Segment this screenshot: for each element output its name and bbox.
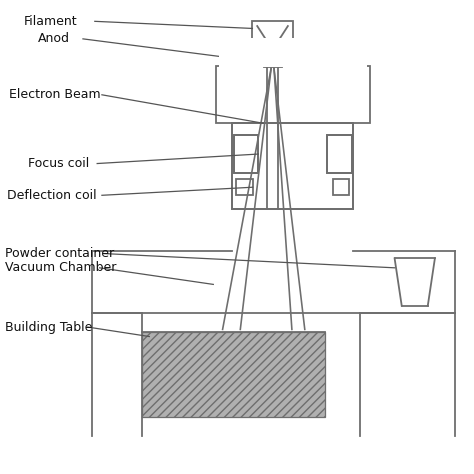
Bar xyxy=(216,66,370,123)
Bar xyxy=(236,179,253,195)
Bar xyxy=(237,128,349,204)
Text: Filament: Filament xyxy=(24,15,77,28)
Bar xyxy=(327,135,352,173)
Bar xyxy=(142,332,325,417)
Text: Electron Beam: Electron Beam xyxy=(9,88,101,101)
Bar xyxy=(264,57,282,67)
Text: Powder container: Powder container xyxy=(5,247,114,260)
Bar xyxy=(327,135,352,173)
Text: Deflection coil: Deflection coil xyxy=(7,189,97,202)
Bar xyxy=(252,21,292,57)
Bar xyxy=(232,123,353,209)
Text: Anod: Anod xyxy=(38,32,70,46)
Text: Focus coil: Focus coil xyxy=(28,157,90,170)
Bar xyxy=(234,135,258,173)
Bar xyxy=(234,135,258,173)
Bar xyxy=(219,38,367,67)
Text: Vacuum Chamber: Vacuum Chamber xyxy=(5,261,116,274)
Bar xyxy=(333,179,349,195)
Text: Building Table: Building Table xyxy=(5,320,92,334)
Bar xyxy=(232,123,353,209)
